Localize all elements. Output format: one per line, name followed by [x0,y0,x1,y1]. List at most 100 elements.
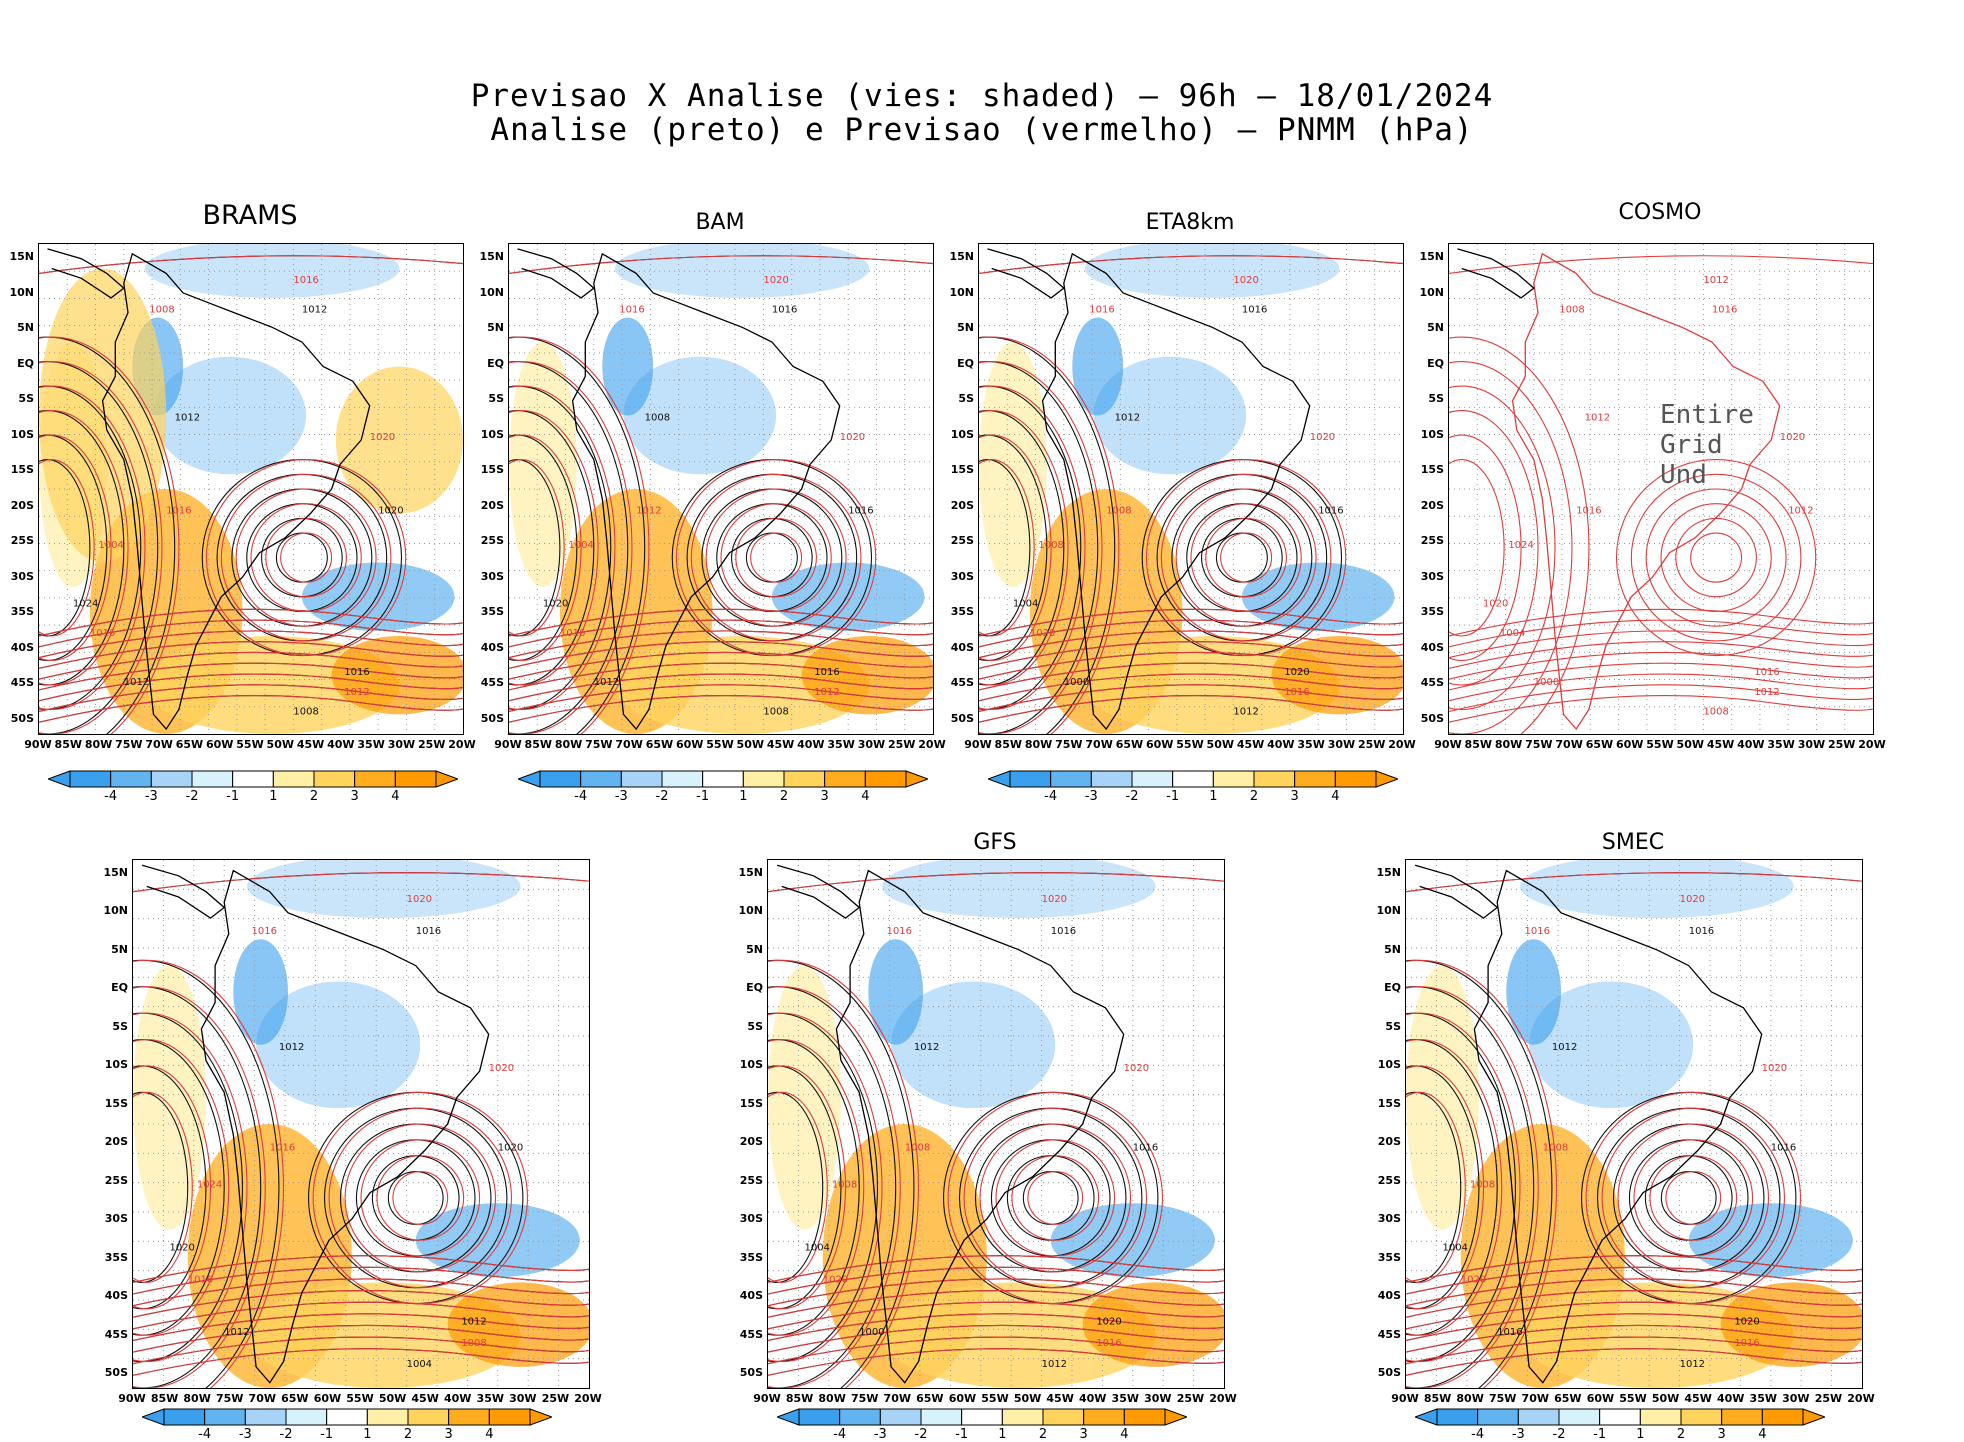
isobar-contour [133,1275,589,1307]
lat-tick-label: 45S [739,1327,763,1341]
lon-tick-label: 20W [918,738,946,751]
isobar-label: 1012 [914,1042,939,1053]
lat-tick-label: 10N [1419,285,1444,299]
map-area: 1012 1016 1008 1012 1016 1012 1020 1016 1012 1008… [1448,243,1874,735]
isobar-contour [133,959,284,1388]
isobar-label: 1016 [814,667,839,678]
lon-tick-label: 25W [1827,738,1856,751]
isobar-contour [133,1039,230,1336]
lon-tick-label: 20W [1847,1392,1875,1405]
isobar-label: 1016 [270,1142,295,1153]
isobar-label: 1008 [1703,706,1728,717]
colorbar-segment [580,770,622,788]
isobar-contour [1675,517,1757,598]
panel-title: BAM [695,210,745,235]
isobar-contour [768,1275,1224,1307]
isobar-label: 1012 [1585,412,1610,423]
isobar-contour [768,1252,1224,1283]
lat-tick-label: 5N [1427,321,1444,335]
isobar-contour [133,1287,589,1318]
isobar-contour [1220,532,1273,583]
south-america-coastline [1511,252,1781,731]
lon-tick-label: 85W [1423,1392,1452,1405]
lon-tick-label: 60W [948,1392,977,1405]
isobar-label: 1012 [1233,706,1258,717]
isobar-contour [1190,503,1302,613]
colorbar-tick-label: 3 [1717,1427,1726,1442]
isobar-contour [133,1333,589,1365]
lat-tick-label: 45S [104,1327,128,1341]
isobar-label: 1012 [1042,1359,1067,1370]
colorbar-segment [620,770,663,788]
lon-tick-label: 65W [1115,738,1144,751]
bias-shading [979,342,1047,587]
lat-tick-label: 15S [10,463,34,477]
colorbar-left-arrow [46,770,71,788]
lon-tick-label: 55W [1619,1392,1647,1405]
isobar-contour [509,649,933,680]
lat-tick-label: 40S [10,640,34,654]
lon-tick-label: 90W [1434,738,1462,751]
colorbar-tick-label: 3 [1079,1427,1088,1442]
bias-shading [1529,981,1694,1109]
colorbar-tick-label: -2 [1125,789,1139,804]
colorbar-segment [1042,1408,1085,1426]
isobar-contour [995,1139,1116,1257]
isobar-contour [1449,627,1873,659]
colorbar-segment [354,770,396,788]
bias-shading [1506,939,1562,1045]
colorbar-segment [448,1408,490,1426]
isobar-contour [1406,1275,1862,1307]
isobar-label: 1008 [832,1179,857,1190]
colorbar-tick-label: 2 [1676,1427,1686,1442]
lat-tick-label: 25S [104,1173,128,1187]
map-area: 1016 1012 1008 1012 1016 1020 1020 1016 1012 1008… [38,243,464,735]
lon-tick-label: 90W [494,738,522,751]
isobar-label: 1020 [1124,1063,1149,1074]
isobar-label: 1020 [1030,628,1055,639]
isobar-contour [979,434,1052,662]
isobar-label: 1012 [302,305,327,316]
lon-tick-label: 25W [1814,1392,1843,1405]
isobar-contour [720,503,832,613]
lon-tick-label: 65W [645,738,674,751]
isobar-label: 1012 [636,506,661,517]
isobar-label: 1016 [344,667,369,678]
isobar-contour [1406,1091,1466,1283]
colorbar-tick-label: -1 [955,1427,969,1442]
colorbar-segment [244,1408,287,1426]
isobar-contour [979,670,1403,702]
isobar-contour [275,532,328,583]
lon-tick-label: 55W [1176,738,1204,751]
isobar-contour [1649,1155,1738,1241]
isobar-label: 1016 [848,506,873,517]
central-america-coastline [987,248,1065,299]
lon-tick-label: 50W [266,738,294,751]
colorbar-segment [1558,1408,1601,1426]
isobar-contour [1201,517,1283,598]
colorbar-segment [839,1408,881,1426]
lat-tick-label: 40S [104,1289,128,1303]
lat-tick-label: 20S [739,1135,763,1149]
lon-tick-label: 80W [1456,1392,1484,1405]
panel-title: COSMO [1618,200,1702,225]
colorbar-left-arrow [986,770,1011,788]
lon-tick-label: 40W [1267,738,1295,751]
colorbar-segment [204,1408,246,1426]
colorbar-segment [1436,1408,1479,1426]
colorbar-segment [1001,1408,1044,1426]
panel-title: BRAMS [202,200,298,231]
colorbar-tick-label: 4 [861,789,870,804]
central-america-coastline [517,248,595,299]
figure-title-line2: Analise (preto) e Previsao (vermelho) – … [490,112,1474,148]
colorbar-right-arrow [529,1408,554,1426]
colorbar-tick-label: 1 [269,789,278,804]
isobar-contour [1406,1264,1862,1295]
lat-tick-label: 5S [1428,392,1444,406]
lon-tick-label: 55W [346,1392,374,1405]
lon-tick-label: 45W [1046,1392,1074,1405]
isobar-contour [39,459,95,637]
colorbar-segment [150,770,193,788]
isobar-contour [1630,473,1802,642]
lat-tick-label: 15S [950,463,974,477]
